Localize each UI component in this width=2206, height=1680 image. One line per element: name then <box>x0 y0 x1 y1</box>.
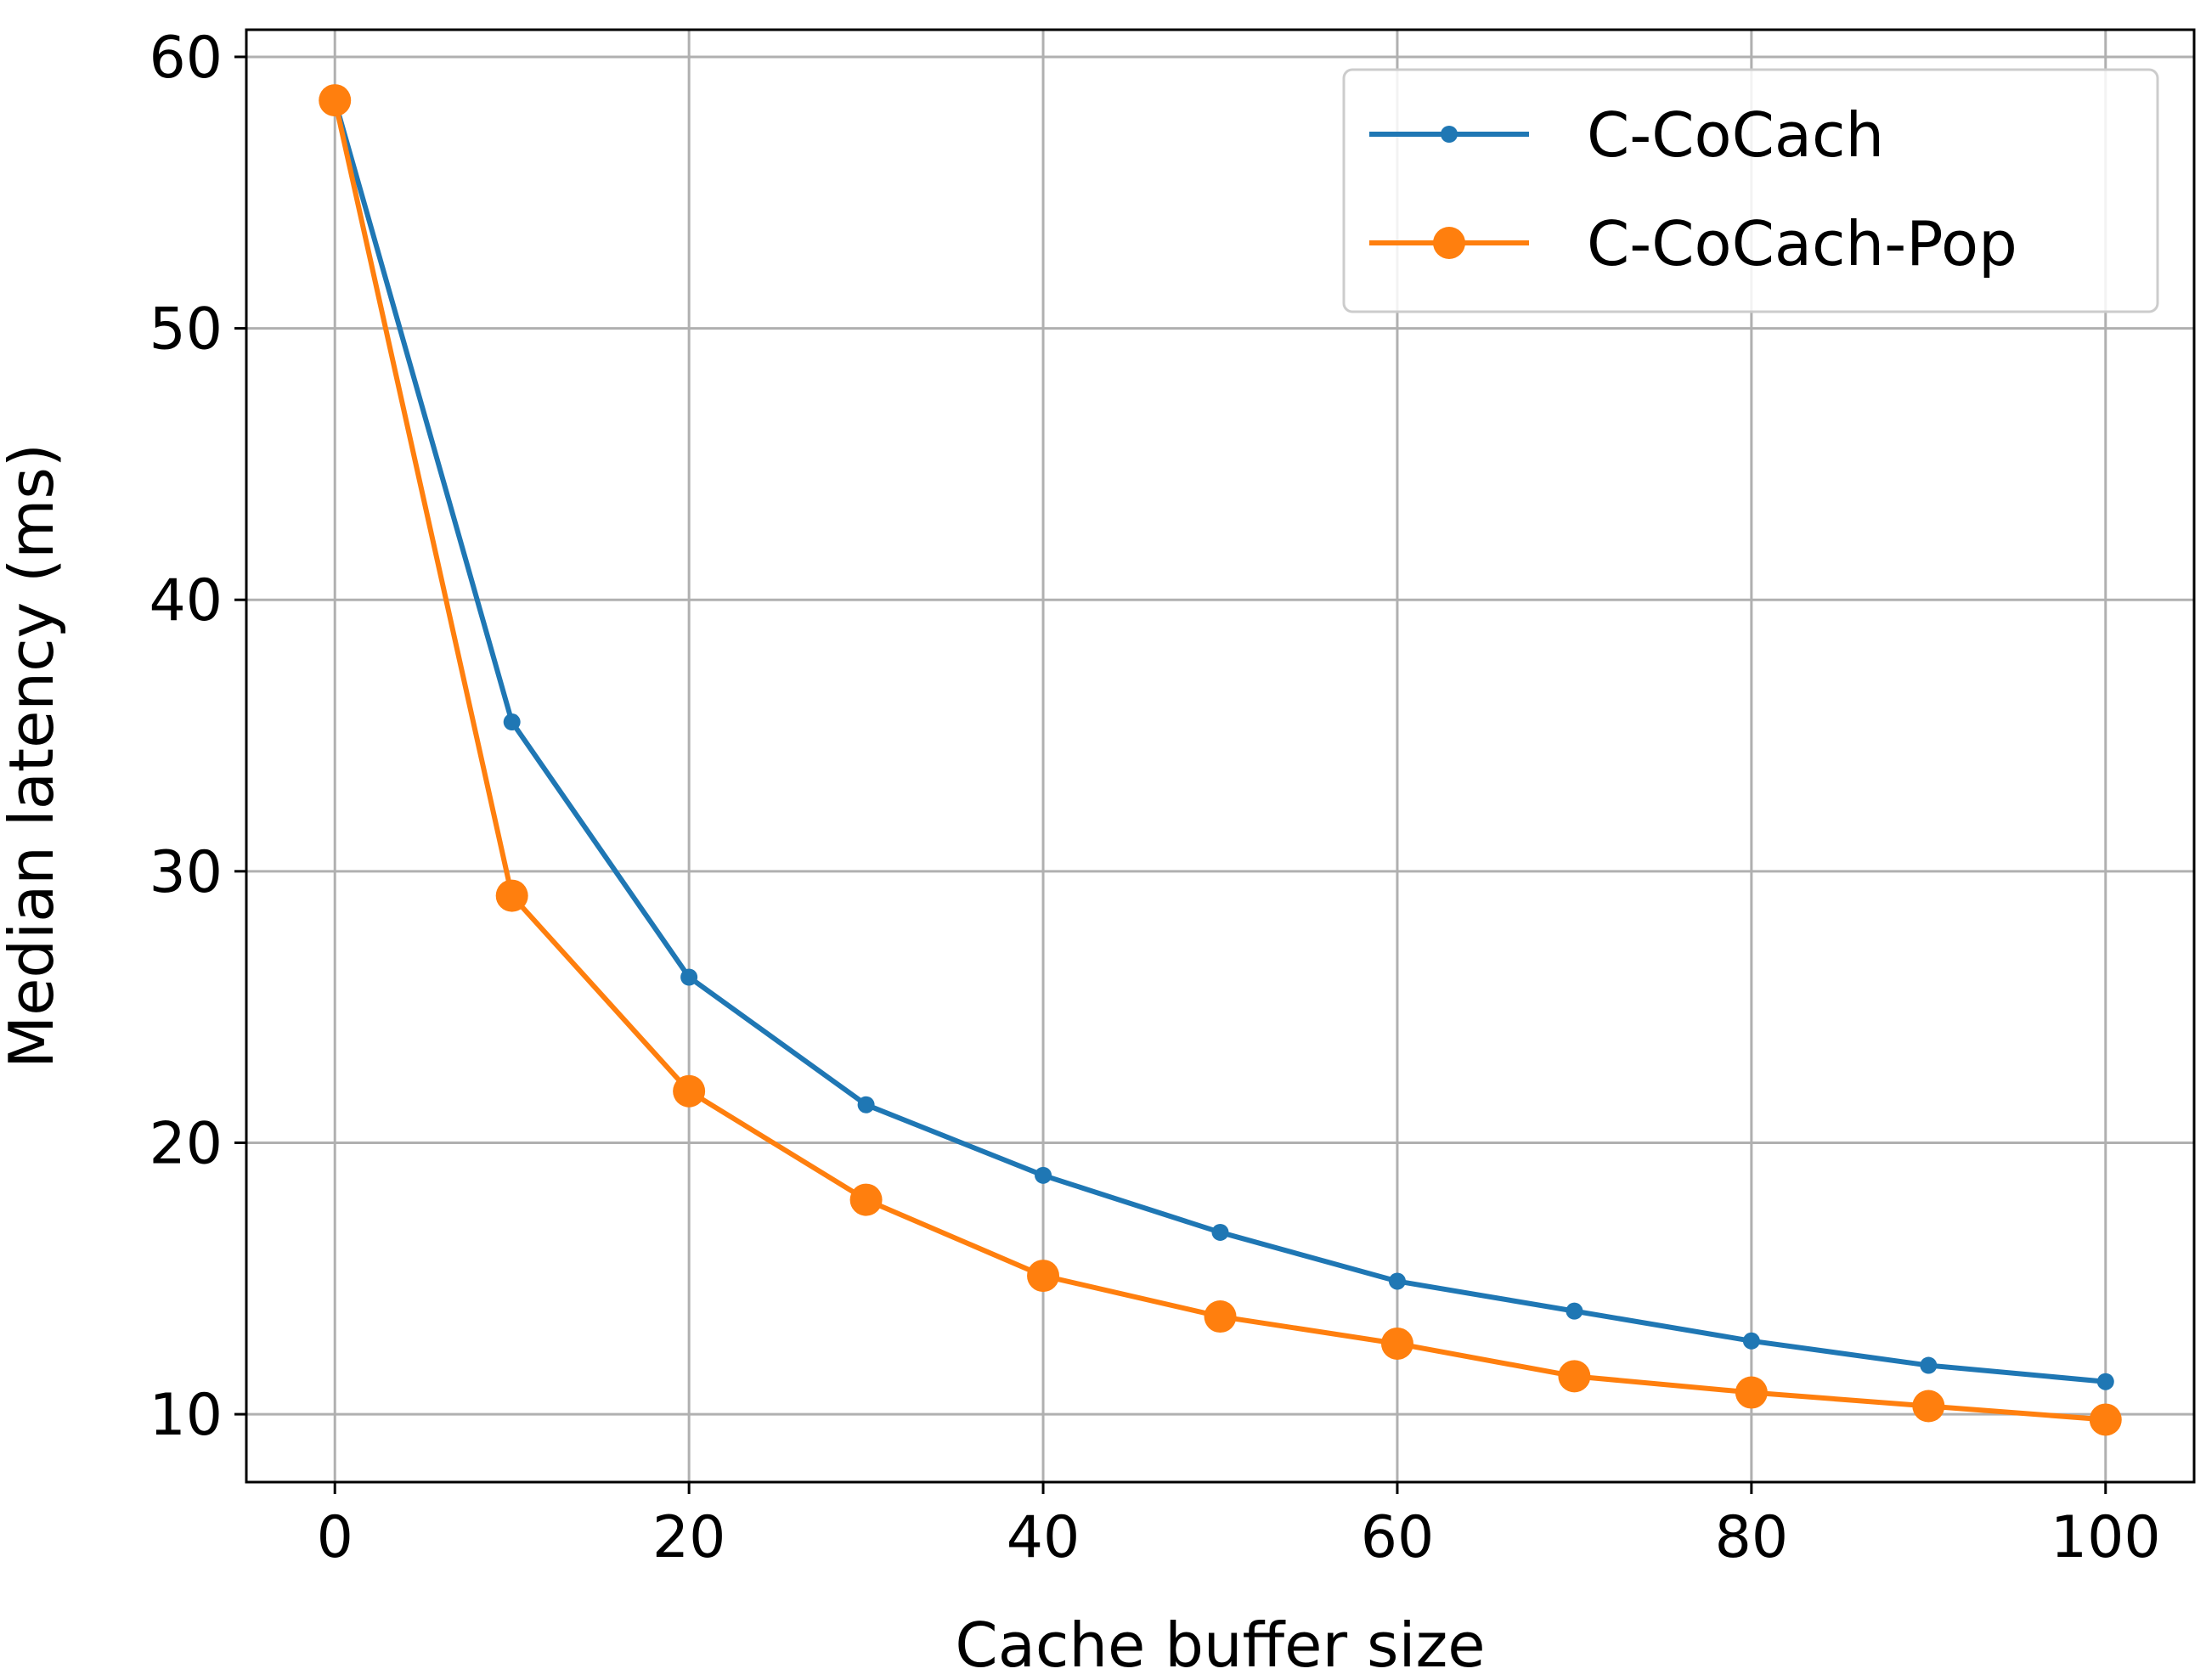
data-point <box>849 1183 883 1216</box>
data-point <box>2096 1373 2114 1390</box>
series-2 <box>319 84 2122 1436</box>
grid-lines <box>246 30 2194 1482</box>
data-point <box>495 879 528 912</box>
data-point <box>673 1074 706 1108</box>
y-axis-label: Median latency (ms) <box>0 443 67 1068</box>
x-tick-label: 100 <box>2051 1504 2161 1571</box>
data-point <box>1211 1223 1229 1241</box>
data-point <box>1558 1360 1591 1393</box>
data-point <box>1920 1356 1938 1374</box>
y-tick-label: 10 <box>149 1382 223 1449</box>
y-tick-label: 50 <box>149 296 223 364</box>
data-point <box>1388 1272 1406 1290</box>
legend-frame <box>1342 68 2159 313</box>
legend-marker <box>1441 126 1458 143</box>
series-layer <box>319 84 2122 1436</box>
x-tick-label: 20 <box>652 1504 726 1571</box>
data-point <box>1204 1300 1237 1333</box>
data-point <box>1027 1260 1060 1293</box>
data-point <box>1912 1390 1945 1423</box>
data-point <box>680 968 698 986</box>
legend: C-CoCach C-CoCach-Pop <box>1342 68 2159 313</box>
axis-ticks: 0 20 40 60 80 100 10 20 30 40 50 60 <box>149 25 2160 1571</box>
y-tick-label: 30 <box>149 839 223 906</box>
y-tick-label: 60 <box>149 25 223 92</box>
x-tick-label: 40 <box>1007 1504 1080 1571</box>
data-point <box>1035 1166 1052 1184</box>
y-tick-label: 40 <box>149 567 223 634</box>
data-point <box>2089 1403 2122 1436</box>
legend-marker <box>1433 227 1465 259</box>
data-point <box>319 84 352 117</box>
legend-label: C-CoCach <box>1587 99 1884 171</box>
x-tick-label: 80 <box>1715 1504 1789 1571</box>
data-point <box>503 713 521 731</box>
legend-label: C-CoCach-Pop <box>1587 208 2017 279</box>
plot-frame <box>245 28 2196 1484</box>
data-point <box>1735 1376 1768 1409</box>
data-point <box>1380 1327 1413 1360</box>
data-point <box>1742 1332 1760 1350</box>
x-axis-label: Cache buffer size <box>955 1610 1485 1680</box>
x-tick-label: 60 <box>1361 1504 1435 1571</box>
data-point <box>1566 1302 1583 1320</box>
y-tick-label: 20 <box>149 1110 223 1177</box>
x-tick-label: 0 <box>317 1504 353 1571</box>
data-point <box>857 1096 875 1113</box>
